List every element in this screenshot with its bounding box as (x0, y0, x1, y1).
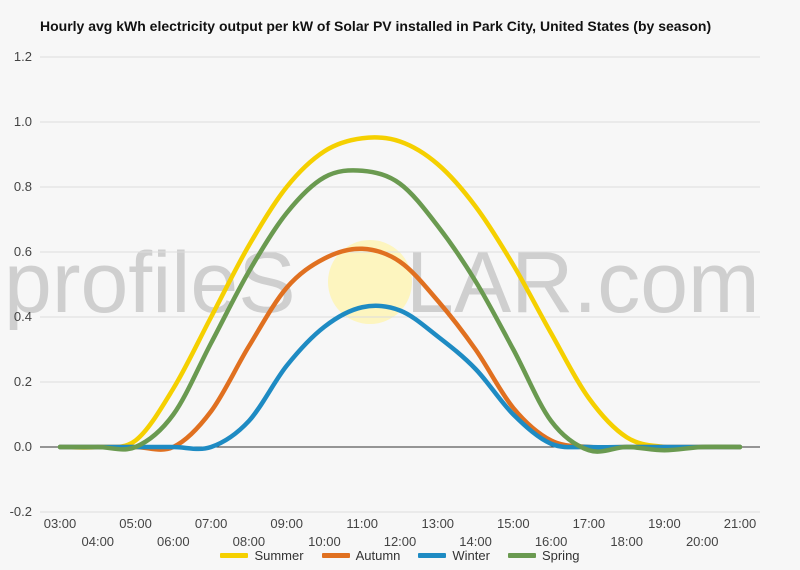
x-tick-label: 17:00 (573, 516, 606, 531)
y-tick-label: -0.2 (10, 504, 32, 519)
x-tick-label: 09:00 (270, 516, 303, 531)
y-tick-label: 0.4 (14, 309, 32, 324)
legend-label: Winter (452, 548, 490, 563)
y-tick-label: 1.0 (14, 114, 32, 129)
x-tick-label: 15:00 (497, 516, 530, 531)
legend-item-summer[interactable]: Summer (220, 548, 304, 563)
series-line-summer (57, 135, 743, 450)
x-tick-label: 19:00 (648, 516, 681, 531)
legend-item-spring[interactable]: Spring (507, 548, 580, 563)
x-tick-label: 06:00 (157, 534, 190, 549)
legend-item-winter[interactable]: Winter (418, 548, 490, 563)
y-tick-label: 0.6 (14, 244, 32, 259)
x-tick-label: 08:00 (233, 534, 266, 549)
series-lines (57, 135, 743, 454)
legend-swatch (507, 553, 536, 558)
y-tick-label: 0.8 (14, 179, 32, 194)
y-axis-labels: 1.2 1.0 0.8 0.6 0.4 0.2 0.0 -0.2 (10, 49, 32, 519)
x-tick-label: 13:00 (422, 516, 455, 531)
x-tick-label: 07:00 (195, 516, 228, 531)
x-tick-label: 10:00 (308, 534, 341, 549)
x-tick-label: 11:00 (346, 516, 378, 531)
x-tick-label: 04:00 (82, 534, 115, 549)
legend-swatch (418, 553, 447, 558)
x-tick-label: 21:00 (724, 516, 757, 531)
x-tick-label: 20:00 (686, 534, 719, 549)
legend: Summer Autumn Winter Spring (0, 548, 800, 563)
x-tick-label: 16:00 (535, 534, 568, 549)
legend-swatch (220, 553, 249, 558)
x-axis-labels: 03:00 04:00 05:00 06:00 07:00 08:00 09:00 10:00… (44, 516, 757, 549)
chart-title: Hourly avg kWh electricity output per kW… (40, 18, 712, 34)
legend-label: Autumn (355, 548, 401, 563)
legend-item-autumn[interactable]: Autumn (321, 548, 401, 563)
y-tick-label: 0.2 (14, 374, 32, 389)
legend-swatch (321, 553, 350, 558)
x-tick-label: 05:00 (119, 516, 152, 531)
watermark-sun-icon (328, 240, 412, 324)
y-tick-label: 1.2 (14, 49, 32, 64)
grid-lines (40, 56, 760, 513)
legend-label: Summer (254, 548, 304, 563)
x-tick-label: 12:00 (384, 534, 417, 549)
legend-label: Spring (541, 548, 580, 563)
x-tick-label: 03:00 (44, 516, 77, 531)
y-tick-label: 0.0 (14, 439, 32, 454)
x-tick-label: 18:00 (610, 534, 643, 549)
series-line-spring (57, 168, 743, 454)
x-tick-label: 14:00 (459, 534, 492, 549)
watermark-text-right: LAR.com (406, 235, 760, 331)
